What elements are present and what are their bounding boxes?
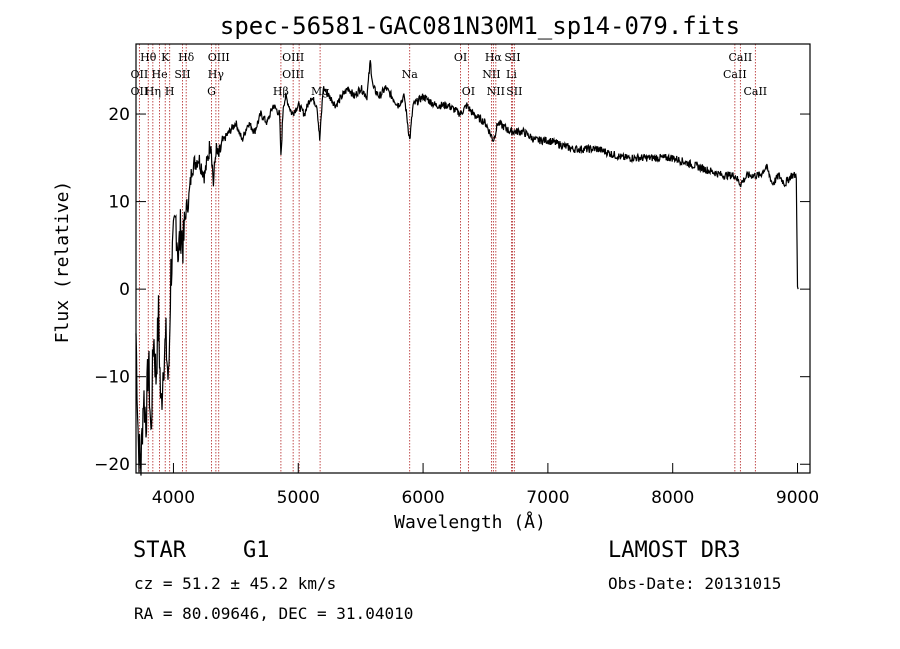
flux-series-line (135, 60, 799, 476)
x-tick-label: 6000 (401, 488, 444, 508)
line-label: Hδ (178, 51, 195, 64)
line-label: OIII (208, 51, 230, 64)
line-label: SII (504, 51, 520, 64)
y-axis-label: Flux (relative) (52, 181, 73, 344)
redshift-velocity: cz = 51.2 ± 45.2 km/s (134, 574, 337, 593)
object-subclass: G1 (243, 538, 270, 563)
line-label: H (165, 85, 175, 98)
spectral-line-markers (138, 44, 756, 473)
ra-dec-coordinates: RA = 80.09646, DEC = 31.04010 (134, 604, 414, 623)
line-label: OIII (282, 51, 304, 64)
line-label: Hθ (140, 51, 157, 64)
line-label: Hη (145, 85, 161, 98)
line-label: SII (174, 68, 190, 81)
line-label: CaII (743, 85, 767, 98)
y-tick-label: 10 (108, 193, 130, 213)
line-label: Li (506, 68, 517, 81)
line-label: G (207, 85, 216, 98)
y-tick-label: −20 (94, 455, 130, 475)
y-axis-ticks: −20 −10 0 10 20 (94, 105, 810, 475)
line-label: OII (131, 68, 149, 81)
line-label: He (152, 68, 168, 81)
y-tick-label: −10 (94, 368, 130, 388)
line-label: OII (131, 85, 149, 98)
line-label: OI (462, 85, 475, 98)
line-label: SII (506, 85, 522, 98)
line-label: CaII (729, 51, 753, 64)
x-tick-label: 5000 (277, 488, 320, 508)
x-tick-label: 9000 (776, 488, 819, 508)
line-label: Mg (311, 85, 329, 98)
line-label: Hα (485, 51, 503, 64)
line-label: Hγ (208, 68, 225, 81)
x-tick-label: 7000 (526, 488, 569, 508)
line-label: NII (482, 68, 500, 81)
x-tick-label: 8000 (651, 488, 694, 508)
line-label: NII (487, 85, 505, 98)
survey-name: LAMOST DR3 (608, 538, 741, 563)
line-label: Hβ (273, 85, 289, 98)
line-label: OIII (282, 68, 304, 81)
y-tick-label: 0 (119, 280, 130, 300)
chart-title: spec-56581-GAC081N30M1_sp14-079.fits (220, 12, 740, 40)
line-label: Na (402, 68, 419, 81)
observation-date: Obs-Date: 20131015 (608, 574, 782, 593)
x-axis-label: Wavelength (Å) (394, 511, 546, 533)
line-label: K (161, 51, 170, 64)
object-class: STAR (133, 538, 186, 563)
spectral-line-labels: Hθ OII OII K Hδ He Hη SII H OIII Hγ G OIII OIII Hβ Mg Na… (131, 51, 768, 98)
line-label: OI (454, 51, 467, 64)
x-axis-ticks: 4000 5000 6000 7000 8000 9000 (152, 463, 819, 508)
x-tick-label: 4000 (152, 488, 195, 508)
y-tick-label: 20 (108, 105, 130, 125)
plot-frame (135, 43, 811, 474)
line-label: CaII (723, 68, 747, 81)
